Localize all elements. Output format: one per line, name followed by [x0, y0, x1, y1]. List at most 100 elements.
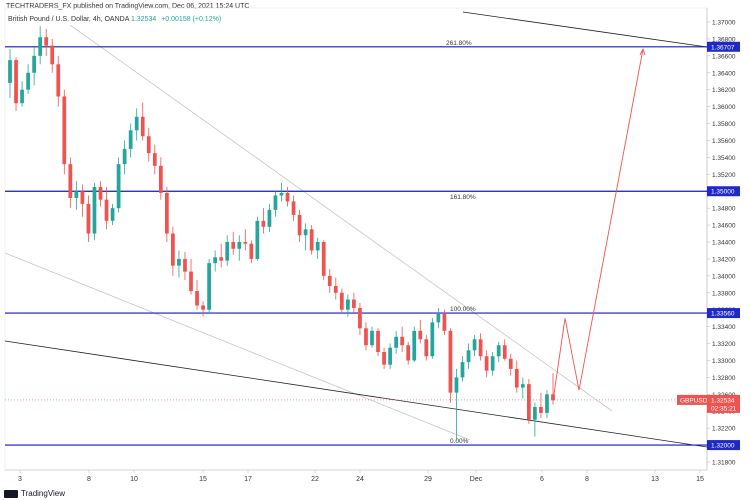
y-tick-label: 1.35400	[712, 155, 736, 162]
support-trendline	[4, 340, 708, 448]
candle-body	[430, 322, 435, 357]
y-tick-label: 1.33000	[712, 358, 736, 365]
candle-body	[32, 55, 37, 73]
y-tick-label: 1.32800	[712, 375, 736, 382]
y-tick-label: 1.34200	[712, 256, 736, 263]
candle-body	[195, 291, 199, 306]
candle-body	[92, 187, 97, 234]
price-tag-label: 1.32534	[711, 397, 735, 404]
candle-body	[231, 242, 236, 249]
candle-body	[213, 257, 218, 264]
candle-body	[484, 356, 489, 371]
candle-body	[171, 233, 175, 266]
y-tick-label: 1.33400	[712, 324, 736, 331]
candle-body	[62, 96, 67, 165]
candle-body	[243, 242, 248, 244]
candle-body	[303, 229, 308, 236]
x-tick-label: 29	[424, 476, 432, 483]
candle-body	[164, 192, 169, 234]
candle-body	[388, 347, 392, 365]
candle-body	[38, 37, 43, 56]
candle-body	[436, 313, 441, 323]
candle-body	[273, 195, 278, 210]
candle-body	[412, 330, 417, 361]
candle-body	[418, 330, 423, 340]
y-tick-label: 1.36200	[712, 87, 736, 94]
plot-frame	[4, 7, 708, 471]
candle-body	[14, 60, 18, 104]
candle-body	[551, 394, 555, 401]
resistance-trendline	[462, 11, 708, 48]
candle-body	[345, 299, 350, 310]
candle-body	[177, 258, 181, 266]
candle-body	[358, 308, 362, 329]
candle-body	[466, 350, 471, 363]
candle-body	[364, 328, 368, 346]
level-tag-1	[707, 186, 740, 197]
level-tag-0	[707, 41, 740, 52]
candle-body	[382, 352, 386, 365]
symbol-name: British Pound / U.S. Dollar, 4h, OANDA	[8, 16, 129, 23]
publisher-line: TECHTRADERS_FX published on TradingView.…	[6, 3, 250, 10]
candle-body	[472, 339, 477, 351]
candle-body	[514, 368, 519, 388]
candle-body	[26, 72, 30, 90]
candle-body	[116, 164, 121, 209]
tradingview-footer[interactable]: TradingView	[4, 489, 65, 498]
level-tag-label-3: 1.32000	[711, 443, 735, 450]
candle-body	[291, 201, 296, 215]
y-tick-label: 1.35800	[712, 121, 736, 128]
candle-body	[261, 220, 266, 227]
level-tag-2	[707, 308, 740, 319]
x-tick-label: 24	[356, 476, 364, 483]
candle-body	[86, 203, 91, 234]
x-tick-label: 17	[244, 476, 252, 483]
candle-body	[297, 214, 302, 236]
x-tick-label: 15	[696, 476, 704, 483]
candle-body	[20, 89, 24, 104]
y-tick-label: 1.34400	[712, 240, 736, 247]
candle-body	[189, 271, 193, 292]
candle-body	[424, 339, 429, 357]
upper-channel-line	[69, 24, 613, 412]
x-tick-label: Dec	[470, 476, 483, 483]
candle-body	[394, 336, 399, 348]
candle-body	[140, 116, 145, 137]
candle-body	[56, 64, 61, 97]
price-tag	[707, 394, 740, 413]
candle-body	[146, 136, 151, 154]
candle-body	[158, 165, 163, 193]
y-tick-label: 1.33800	[712, 290, 736, 297]
candle-body	[526, 384, 531, 420]
x-tick-label: 8	[87, 476, 91, 483]
candle-body	[352, 299, 356, 308]
y-tick-label: 1.36800	[712, 36, 736, 43]
candle-body	[80, 191, 85, 204]
candle-body	[279, 192, 284, 196]
candle-body	[134, 116, 139, 131]
y-tick-label: 1.31800	[712, 460, 736, 467]
candle-body	[267, 209, 272, 227]
fib-label-2: 100.00%	[450, 306, 476, 313]
y-tick-label: 1.35200	[712, 172, 736, 179]
candle-body	[339, 292, 344, 310]
candle-body	[207, 263, 211, 310]
candle-body	[508, 358, 513, 369]
candle-body	[104, 199, 109, 221]
y-tick-label: 1.34800	[712, 206, 736, 213]
candle-body	[400, 336, 405, 346]
candle-body	[8, 60, 12, 83]
candle-body	[315, 242, 320, 251]
candle-body	[502, 345, 507, 359]
candle-body	[370, 330, 374, 346]
candle-body	[201, 305, 205, 310]
last-price: 1.32534	[130, 16, 157, 23]
candle-body	[496, 345, 501, 357]
x-tick-label: 15	[199, 476, 207, 483]
y-tick-label: 1.32200	[712, 426, 736, 433]
tradingview-brand: TradingView	[21, 489, 66, 498]
candle-body	[74, 191, 79, 198]
level-tag-label-2: 1.33560	[711, 311, 735, 318]
y-tick-label: 1.36600	[712, 53, 736, 60]
